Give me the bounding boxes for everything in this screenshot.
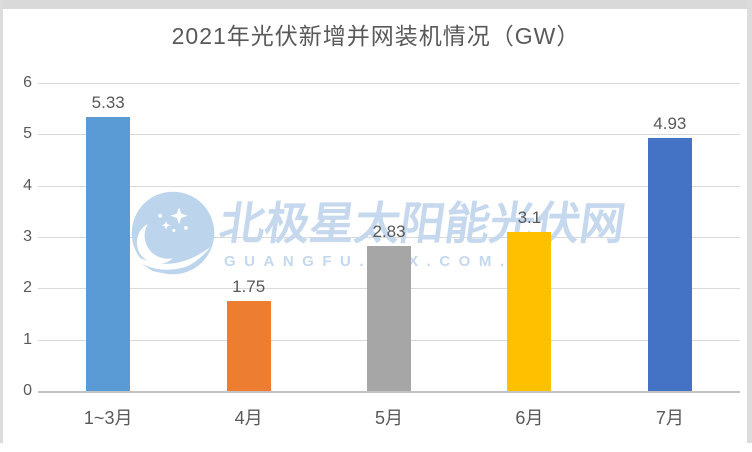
frame-edge-bottom — [0, 0, 752, 9]
bar-value-label-1: 5.33 — [91, 93, 125, 113]
bar-slot-4: 3.1 — [459, 83, 599, 391]
x-tick-label-1: 1~3月 — [83, 408, 133, 428]
plot-area: 北极星太阳能光伏网 GUANGFU.BJX.COM.CN 5.331.752.8… — [38, 83, 740, 393]
bar-slot-5: 4.93 — [600, 83, 740, 391]
y-tick-label-1: 1 — [23, 330, 32, 348]
x-axis-labels: 1~3月 4月 5月 6月 7月 — [38, 404, 740, 430]
x-tick-label-4: 6月 — [515, 408, 544, 428]
y-tick-label-5: 5 — [23, 125, 32, 143]
y-tick-label-0: 0 — [23, 382, 32, 399]
frame-edge-right — [747, 0, 752, 443]
x-tick-label-3: 5月 — [375, 408, 404, 428]
moon-stars-logo-icon — [131, 191, 215, 275]
frame-edge-left — [0, 0, 3, 443]
gridline-5 — [38, 134, 740, 136]
bar-value-label-3: 2.83 — [372, 221, 406, 241]
chart-title: 2021年光伏新增并网装机情况（GW） — [171, 23, 581, 49]
gridline-6 — [38, 83, 740, 84]
bar-slot-1: 5.33 — [38, 83, 178, 391]
bar-3 — [367, 245, 412, 391]
bar-4 — [507, 231, 552, 391]
bar-2 — [226, 301, 271, 391]
y-axis: 0 1 2 3 4 5 6 — [0, 74, 32, 399]
gridline-4 — [38, 185, 740, 187]
bar-slot-3: 2.83 — [319, 83, 459, 391]
y-tick-label-4: 4 — [23, 176, 32, 194]
y-tick-label-3: 3 — [23, 228, 32, 245]
gridline-3 — [38, 237, 740, 238]
bar-slot-2: 1.75 — [178, 83, 318, 391]
x-tick-label-2: 4月 — [234, 408, 263, 428]
bar-5 — [647, 137, 692, 391]
y-tick-label-2: 2 — [23, 279, 32, 297]
gridline-0 — [38, 391, 740, 393]
bar-value-label-5: 4.93 — [653, 113, 687, 133]
y-tick-label-6: 6 — [23, 74, 32, 91]
bar-value-label-4: 3.1 — [517, 207, 542, 227]
bar-1 — [86, 117, 131, 391]
bar-series: 5.33 1.75 2.83 3.1 4.93 — [38, 83, 740, 391]
x-tick-label-5: 7月 — [655, 408, 684, 428]
bar-value-label-2: 1.75 — [232, 277, 266, 297]
